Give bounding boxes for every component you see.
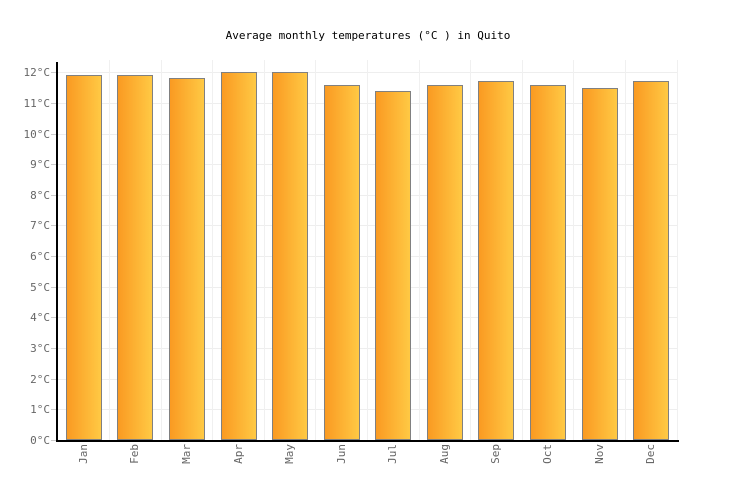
gridline-vertical [676, 60, 678, 440]
y-axis-tick [51, 133, 56, 135]
y-axis-label: 11°C [23, 96, 51, 110]
bar-sep [478, 81, 515, 440]
bar-jul [375, 90, 412, 440]
y-axis-label: 10°C [23, 127, 51, 141]
x-axis-label-jun: Jun [334, 444, 348, 464]
gridline-vertical [263, 60, 265, 440]
x-axis-label-oct: Oct [541, 444, 555, 464]
x-axis-label-mar: Mar [179, 444, 193, 464]
chart-title: Average monthly temperatures (°C ) in Qu… [225, 29, 511, 42]
bar-nov [581, 87, 618, 440]
y-axis-label: 3°C [30, 342, 50, 356]
bar-feb [117, 75, 154, 440]
y-axis-label: 6°C [30, 250, 50, 264]
x-axis-label-apr: Apr [231, 444, 245, 464]
y-axis-tick [51, 102, 56, 104]
y-axis-tick [51, 194, 56, 196]
y-axis-label: 9°C [30, 158, 50, 172]
x-axis-label-dec: Dec [644, 444, 658, 464]
x-axis-label-feb: Feb [128, 444, 142, 464]
x-axis-label-may: May [283, 444, 297, 464]
y-axis-tick [51, 256, 56, 258]
y-axis-tick [51, 348, 56, 350]
y-axis-label: 2°C [30, 372, 50, 386]
x-axis-label-aug: Aug [437, 444, 451, 464]
y-axis-label: 7°C [30, 219, 50, 233]
y-axis-tick [51, 72, 56, 74]
gridline-vertical [367, 60, 368, 440]
x-axis-label-nov: Nov [592, 444, 606, 464]
gridline-vertical [315, 60, 317, 440]
bar-may [272, 72, 309, 440]
y-axis-tick [51, 164, 56, 166]
gridline-vertical [573, 60, 575, 440]
bar-jan [65, 75, 102, 440]
x-axis-line [56, 440, 679, 442]
y-axis-tick [51, 409, 56, 411]
y-axis-label: 8°C [30, 188, 50, 202]
bar-oct [530, 84, 567, 440]
y-axis-label: 1°C [30, 403, 50, 417]
bar-aug [426, 84, 463, 440]
bar-dec [633, 81, 670, 440]
y-axis-label: 5°C [30, 280, 50, 294]
y-axis-tick [51, 225, 56, 227]
gridline-vertical [521, 60, 523, 440]
y-axis-label: 4°C [30, 311, 50, 325]
y-axis-tick [51, 378, 56, 380]
gridline-vertical [624, 60, 626, 440]
gridline-vertical [418, 60, 420, 440]
gridline-vertical [470, 60, 472, 440]
plot-area [58, 60, 678, 440]
y-axis-line [56, 62, 58, 442]
bar-mar [168, 78, 205, 440]
bar-jun [323, 84, 360, 440]
y-axis-label: 0°C [30, 434, 50, 447]
y-axis-tick [51, 286, 56, 288]
x-axis-label-sep: Sep [489, 444, 503, 464]
gridline-vertical [160, 60, 162, 440]
x-axis-label-jan: Jan [76, 444, 90, 464]
y-axis-label: 12°C [23, 66, 51, 80]
x-axis-label-jul: Jul [386, 444, 400, 464]
y-axis-tick [51, 440, 56, 441]
y-axis-tick [51, 317, 56, 319]
gridline-vertical [109, 60, 111, 440]
gridline-vertical [212, 60, 214, 440]
bar-apr [220, 72, 257, 440]
